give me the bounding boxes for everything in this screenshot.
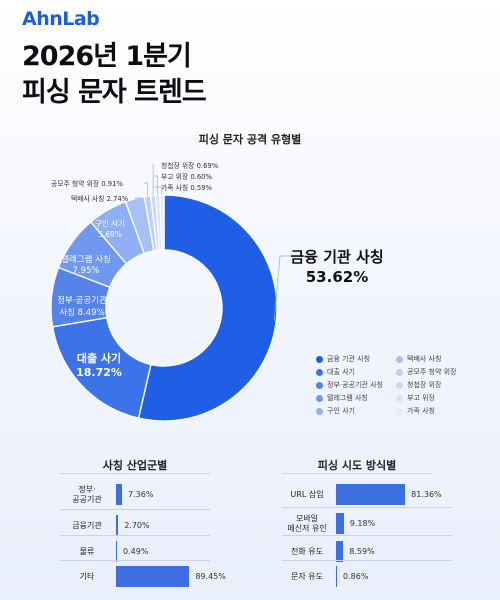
legend-label: 청첩장 위장 — [407, 381, 442, 389]
donut-chart-title: 피싱 문자 공격 유형별 — [198, 133, 302, 146]
legend-item: 대출 사기 — [316, 367, 355, 377]
legend-swatch — [396, 394, 403, 402]
row-divider — [282, 535, 452, 536]
bar — [116, 541, 117, 562]
bar — [336, 513, 344, 534]
legend-item: 택배사 사칭 — [396, 354, 441, 364]
bar-value-label: 89.45% — [195, 571, 226, 581]
row-divider — [282, 560, 452, 561]
bar-category-label: 전화 유도 — [291, 546, 323, 556]
leader-line-9 — [154, 186, 163, 196]
bar-value-label: 9.18% — [349, 518, 376, 528]
legend-item: 구인 사기 — [316, 406, 355, 416]
legend-item: 부고 위장 — [396, 393, 435, 403]
legend-swatch — [396, 407, 403, 415]
bar-value-label: 8.59% — [349, 546, 375, 556]
bar — [336, 541, 344, 562]
slice-label-9: 가족 사칭 0.59% — [161, 183, 212, 192]
method-title-divider — [282, 473, 432, 474]
legend-label: 텔레그램 사칭 — [327, 394, 368, 402]
industry-chart-title: 사칭 산업군별 — [102, 459, 168, 472]
leader-line-7 — [152, 164, 154, 196]
legend-swatch — [316, 407, 323, 415]
legend-label: 가족 사칭 — [407, 407, 435, 415]
row-divider — [60, 560, 210, 561]
legend-item: 금융 기관 사칭 — [316, 354, 370, 364]
slice-value-0: 53.62% — [306, 268, 368, 286]
bar-value-label: 81.36% — [411, 489, 442, 499]
slice-value-2: 사칭 8.49% — [59, 308, 104, 318]
donut-slice-1 — [51, 316, 152, 419]
legend-swatch — [316, 368, 323, 376]
slice-label-4: 구인 사기 — [95, 218, 125, 228]
legend-label: 공모주 청약 위장 — [407, 368, 457, 376]
slice-value-4: 5.69% — [98, 230, 122, 239]
slice-label-3: 텔레그램 사칭 — [61, 254, 111, 265]
slice-label-8: 부고 위장 0.60% — [161, 172, 212, 181]
bar-value-label: 0.86% — [343, 571, 369, 581]
legend-label: 부고 위장 — [407, 394, 435, 402]
bar-value-label: 0.49% — [123, 546, 149, 556]
slice-label-2: 정부·공공기관 — [57, 295, 107, 306]
legend-swatch — [316, 381, 323, 389]
slice-value-1: 18.72% — [76, 366, 122, 379]
bar-category-label: 기타 — [79, 571, 95, 581]
legend-label: 금융 기관 사칭 — [327, 355, 371, 363]
legend-item: 청첩장 위장 — [396, 380, 441, 390]
bar — [116, 566, 190, 587]
slice-label-5: 택배사 사칭 2.74% — [71, 194, 129, 203]
bar — [116, 515, 119, 536]
legend-swatch — [396, 381, 403, 389]
legend-swatch — [396, 368, 403, 376]
leader-line-8 — [154, 175, 159, 196]
bar-category-label: URL 삽입 — [290, 489, 324, 499]
legend-item: 가족 사칭 — [396, 406, 435, 416]
donut-slice-9 — [159, 194, 165, 251]
row-divider — [282, 507, 452, 508]
legend-item: 정부·공공기관 사칭 — [316, 380, 383, 390]
page-title-line1: 2026년 1분기 — [22, 41, 192, 72]
row-divider — [60, 509, 210, 510]
bar-category-label: 모바일 메신저 유인 — [287, 513, 327, 533]
bar-category-label: 문자 유도 — [291, 571, 323, 581]
bar — [336, 566, 337, 587]
donut-slice-0 — [137, 194, 278, 422]
bar-category-label: 금융기관 — [72, 520, 102, 530]
bar-category-label: 정부· 공공기관 — [72, 484, 102, 504]
slice-label-6: 공모주 청약 위장 0.91% — [51, 179, 123, 188]
legend-label: 택배사 사칭 — [407, 355, 442, 363]
legend-swatch — [316, 394, 323, 402]
leader-line-6 — [144, 182, 148, 197]
industry-title-divider — [60, 473, 210, 474]
legend-swatch — [316, 355, 323, 363]
leader-line-5 — [134, 197, 142, 199]
bar-category-label: 물류 — [79, 546, 95, 556]
method-chart-title: 피싱 시도 방식별 — [317, 459, 397, 472]
legend-label: 구인 사기 — [327, 407, 355, 415]
bar-value-label: 2.70% — [124, 520, 150, 530]
bar — [336, 484, 406, 505]
row-divider — [60, 535, 210, 536]
leader-line-0 — [273, 255, 290, 321]
legend-item: 텔레그램 사칭 — [316, 393, 368, 403]
bar-value-label: 7.36% — [128, 489, 154, 499]
slice-label-0: 금융 기관 사칭 — [290, 248, 383, 266]
slice-label-7: 청첩장 위장 0.69% — [161, 161, 219, 170]
bar — [116, 484, 123, 505]
legend-item: 공모주 청약 위장 — [396, 367, 457, 377]
slice-label-1: 대출 사기 — [77, 351, 121, 365]
brand-logo: AhnLab — [22, 8, 100, 30]
legend-swatch — [396, 355, 403, 363]
legend-label: 대출 사기 — [327, 368, 355, 376]
slice-value-3: 7.95% — [72, 266, 99, 276]
legend-label: 정부·공공기관 사칭 — [327, 381, 383, 389]
page-title-line2: 피싱 문자 트렌드 — [22, 77, 207, 108]
